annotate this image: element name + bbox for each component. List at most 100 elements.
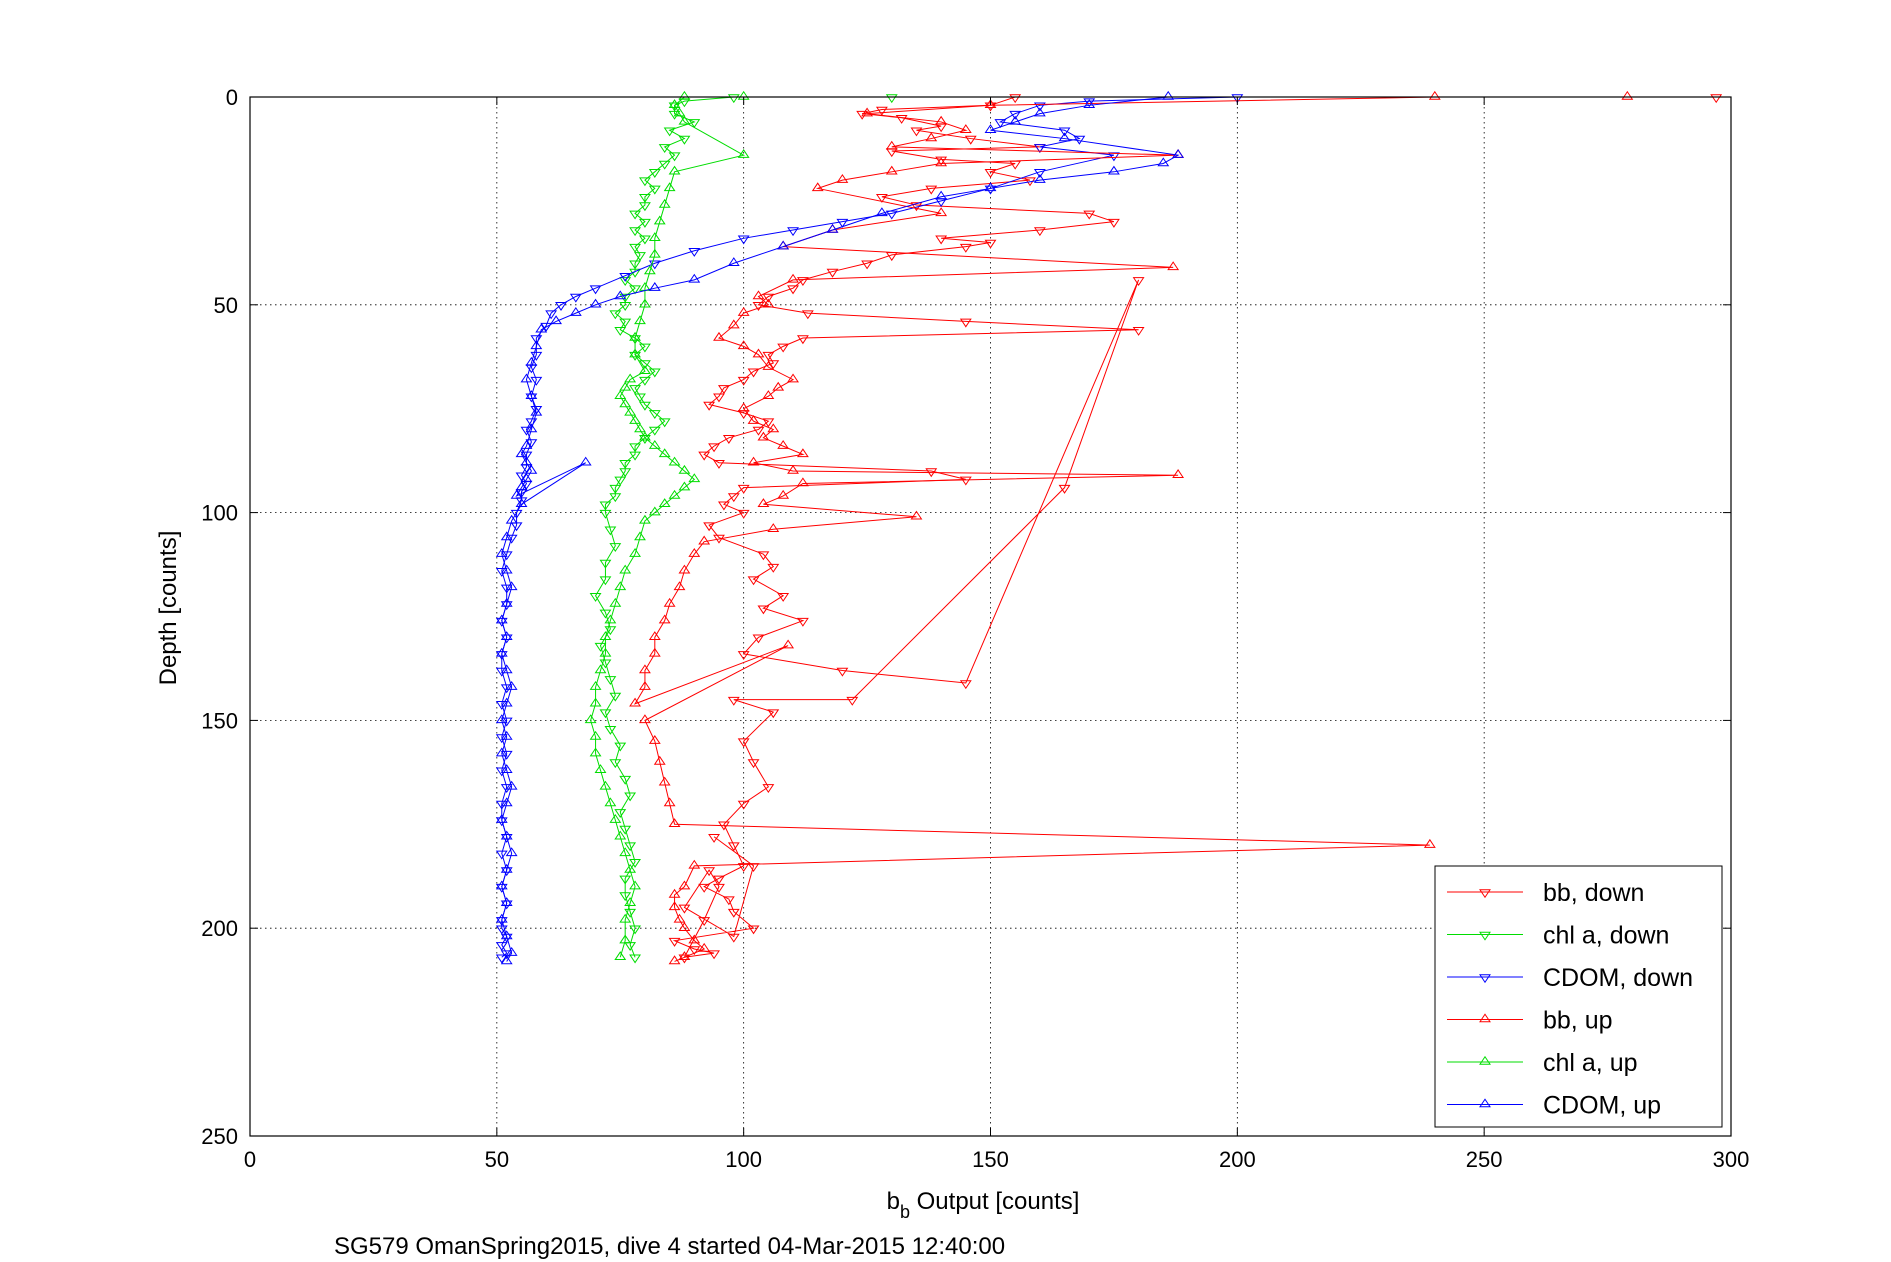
data-point: [846, 696, 859, 706]
data-point: [495, 917, 508, 927]
data-point: [727, 493, 740, 503]
data-point: [629, 260, 641, 270]
data-point: [614, 830, 627, 840]
data-point: [599, 709, 612, 719]
data-point: [569, 293, 582, 303]
data-point: [811, 182, 824, 192]
data-point: [634, 315, 646, 325]
data-point: [594, 642, 607, 652]
data-point: [500, 664, 513, 674]
series-line: [594, 96, 892, 958]
data-point: [525, 390, 538, 399]
data-point: [500, 564, 513, 574]
data-point: [762, 298, 775, 308]
data-point: [747, 456, 760, 466]
data-point: [648, 735, 661, 744]
data-point: [555, 302, 567, 311]
data-point: [1172, 149, 1185, 158]
data-point: [747, 415, 760, 424]
data-point: [1033, 227, 1046, 237]
data-point: [629, 954, 641, 964]
data-point: [495, 850, 508, 860]
data-point: [515, 448, 528, 458]
data-point: [994, 119, 1007, 129]
data-point: [673, 581, 686, 591]
data-point: [752, 426, 765, 436]
data-point: [861, 260, 874, 270]
data-point: [747, 759, 760, 769]
data-point: [801, 310, 814, 320]
data-point: [727, 842, 740, 852]
series-layer: [495, 90, 1723, 965]
data-point: [678, 951, 691, 961]
data-point: [1033, 169, 1046, 178]
legend-box: [1434, 865, 1723, 1128]
data-point: [629, 227, 641, 237]
data-point: [619, 564, 632, 574]
data-point: [885, 165, 898, 175]
data-point: [1083, 99, 1096, 109]
data-point: [629, 443, 641, 453]
data-point: [500, 897, 513, 907]
data-point: [1162, 90, 1175, 100]
data-point: [668, 102, 681, 112]
data-point: [959, 680, 972, 690]
data-point: [959, 243, 972, 253]
data-point: [500, 930, 513, 940]
data-point: [495, 942, 508, 951]
legend-entry: chl a, down: [1447, 922, 1669, 950]
data-point: [1428, 90, 1441, 100]
data-point: [722, 896, 735, 906]
data-point: [688, 934, 701, 944]
data-point: [663, 797, 676, 807]
x-axis-label-sub: b: [900, 1202, 910, 1222]
legend-marker: [1479, 931, 1491, 941]
data-point: [984, 124, 997, 133]
data-point: [678, 90, 691, 100]
data-point: [629, 415, 641, 424]
data-point: [688, 946, 701, 956]
data-point: [614, 742, 627, 752]
data-point: [772, 381, 785, 391]
data-point: [698, 883, 711, 893]
data-point: [505, 780, 518, 790]
data-point: [624, 406, 637, 416]
data-point: [638, 664, 651, 674]
data-point: [643, 265, 656, 275]
data-point: [619, 293, 632, 303]
data-point: [1621, 90, 1634, 100]
data-point: [619, 272, 632, 282]
data-point: [589, 592, 602, 602]
data-point: [698, 942, 711, 952]
data-point: [535, 323, 548, 333]
data-point: [935, 156, 948, 166]
data-point: [727, 319, 740, 329]
legend-marker: [1479, 974, 1491, 984]
data-point: [777, 343, 790, 353]
data-point: [614, 476, 627, 486]
data-point: [984, 239, 997, 249]
data-point: [619, 892, 632, 902]
legend-entry: chl a, up: [1447, 1049, 1638, 1077]
data-point: [910, 510, 923, 520]
data-point: [638, 365, 651, 375]
data-point: [762, 293, 775, 303]
data-point: [856, 110, 869, 120]
data-point: [935, 115, 948, 125]
data-point: [708, 834, 720, 843]
data-point: [747, 368, 760, 378]
data-point: [629, 210, 641, 220]
data-point: [629, 451, 641, 461]
data-point: [604, 614, 617, 624]
x-tick-label: 200: [1219, 1147, 1256, 1172]
data-point: [1710, 94, 1723, 104]
series-1: [589, 94, 898, 964]
data-point: [614, 326, 627, 336]
data-point: [757, 498, 770, 508]
data-point: [619, 847, 632, 857]
y-tick-label: 250: [201, 1124, 238, 1149]
data-point: [648, 439, 661, 449]
data-point: [619, 302, 632, 311]
data-point: [737, 306, 750, 316]
data-point: [638, 193, 651, 203]
